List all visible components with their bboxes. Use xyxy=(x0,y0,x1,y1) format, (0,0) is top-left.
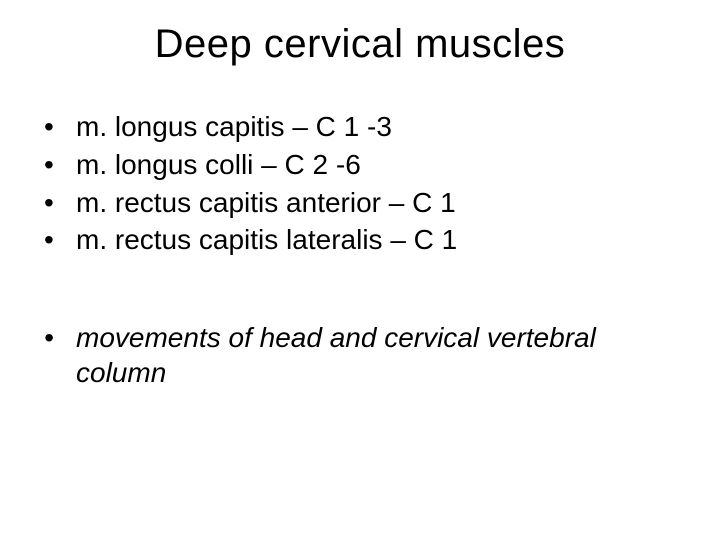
list-item: • m. rectus capitis anterior – C 1 xyxy=(42,184,690,222)
list-item-text: m. longus capitis – C 1 -3 xyxy=(76,108,690,146)
list-item: • m. longus capitis – C 1 -3 xyxy=(42,108,690,146)
list-item-text: m. longus colli – C 2 -6 xyxy=(76,146,690,184)
list-item-text: m. rectus capitis lateralis – C 1 xyxy=(76,221,690,259)
list-item: • m. rectus capitis lateralis – C 1 xyxy=(42,221,690,259)
bullet-icon: • xyxy=(42,108,76,146)
slide-title: Deep cervical muscles xyxy=(0,22,720,67)
note-text: movements of head and cervical vertebral… xyxy=(76,320,690,390)
list-item: • m. longus colli – C 2 -6 xyxy=(42,146,690,184)
slide: Deep cervical muscles • m. longus capiti… xyxy=(0,0,720,540)
bullet-icon: • xyxy=(42,320,76,355)
bullet-icon: • xyxy=(42,221,76,259)
bullet-icon: • xyxy=(42,184,76,222)
bullet-icon: • xyxy=(42,146,76,184)
note-list: • movements of head and cervical vertebr… xyxy=(42,320,690,390)
list-item-text: m. rectus capitis anterior – C 1 xyxy=(76,184,690,222)
muscle-list: • m. longus capitis – C 1 -3 • m. longus… xyxy=(42,108,690,259)
list-item: • movements of head and cervical vertebr… xyxy=(42,320,690,390)
